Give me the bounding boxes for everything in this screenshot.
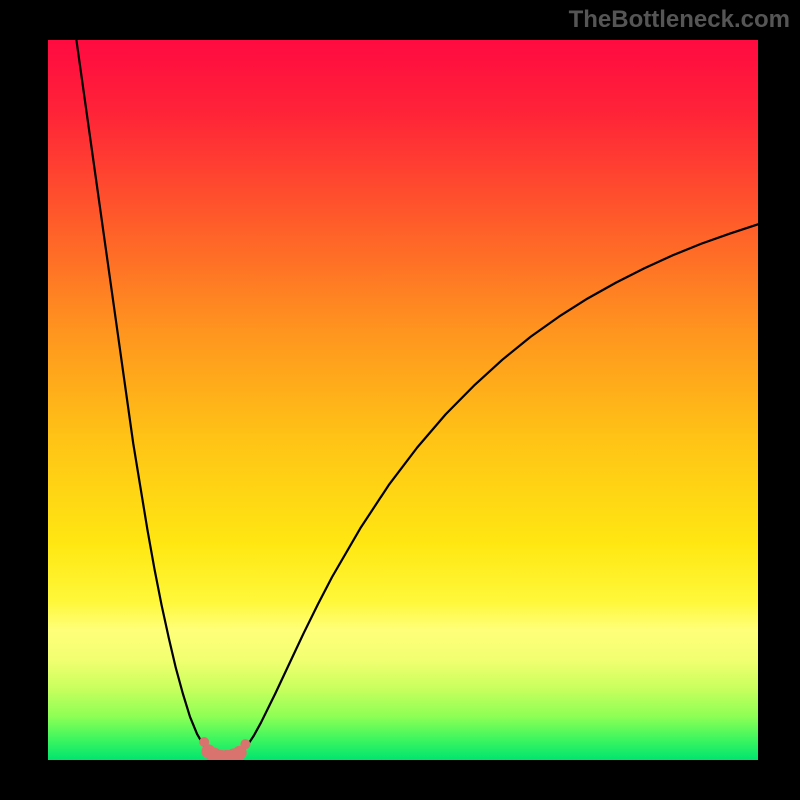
- chart-frame: TheBottleneck.com: [0, 0, 800, 800]
- plot-area: [48, 40, 758, 760]
- watermark-text: TheBottleneck.com: [569, 6, 790, 34]
- optimal-marker: [240, 739, 250, 749]
- bottleneck-chart: [48, 40, 758, 760]
- gradient-background: [48, 40, 758, 760]
